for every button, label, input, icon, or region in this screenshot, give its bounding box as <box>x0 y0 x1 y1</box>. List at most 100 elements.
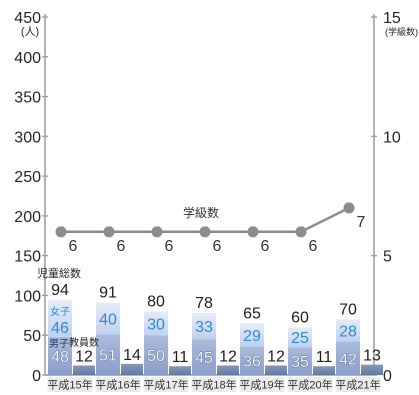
girls-value: 46 <box>51 320 69 337</box>
class-count-value: 6 <box>261 238 270 255</box>
category-label: 平成16年 <box>95 378 140 392</box>
value-labels: 94 46 48 12 91 40 51 14 80 30 50 11 78 33 45 12 65 29 36 12… <box>51 214 381 372</box>
bar-teachers <box>73 365 95 375</box>
category-labels: 平成15年 平成16年 平成17年 平成18年 平成19年 平成20年 平成21年 <box>47 377 381 392</box>
boys-value: 50 <box>147 348 165 365</box>
boys-value: 42 <box>339 351 357 368</box>
bar-girls <box>48 300 72 337</box>
bar-girls <box>96 302 120 335</box>
bar-boys <box>48 336 72 375</box>
bar-girls <box>240 323 264 347</box>
boys-value: 48 <box>51 349 69 366</box>
girls-label: 女子 <box>50 305 70 318</box>
bar-teachers <box>265 365 287 375</box>
total-children-label: 児童総数 <box>37 266 81 280</box>
teachers-value: 12 <box>267 348 285 365</box>
bar-boys <box>336 341 360 375</box>
class-count-point <box>343 202 355 214</box>
category-label-box <box>335 377 381 392</box>
teachers-value: 11 <box>316 349 333 366</box>
total-children-value: 65 <box>243 305 261 322</box>
girls-value: 28 <box>339 323 357 340</box>
bar-teachers <box>169 366 191 375</box>
total-children-value: 91 <box>99 285 117 302</box>
teachers-value: 13 <box>363 348 381 365</box>
left-axis-tick-label: 150 <box>14 249 41 266</box>
category-label-box <box>47 377 93 392</box>
bar-teachers <box>217 365 239 375</box>
total-children-value: 94 <box>51 282 69 299</box>
right-axis-unit: (学級数) <box>385 26 418 37</box>
left-axis-tick-label: 450 <box>14 10 41 27</box>
left-axis-tick-label: 400 <box>14 50 41 67</box>
bar-teachers <box>121 363 143 375</box>
class-count-point <box>247 226 259 238</box>
category-label: 平成15年 <box>47 378 92 392</box>
boys-value: 36 <box>243 354 261 371</box>
category-label: 平成19年 <box>239 378 284 392</box>
category-label: 平成18年 <box>191 378 236 392</box>
girls-value: 30 <box>147 316 165 333</box>
left-axis-unit: (人) <box>21 25 39 38</box>
boys-label: 男子 <box>49 338 69 350</box>
left-axis-tick-label: 200 <box>14 209 41 226</box>
bar-boys <box>288 347 312 375</box>
class-count-series <box>55 202 355 238</box>
class-count-value: 6 <box>165 238 174 255</box>
bar-girls <box>192 312 216 340</box>
class-count-value: 7 <box>357 214 366 231</box>
bar-teachers <box>313 366 335 375</box>
teachers-value: 11 <box>172 349 189 366</box>
bar-girls <box>336 319 360 342</box>
bar-boys <box>192 339 216 375</box>
left-axis-tick-label: 0 <box>32 368 41 385</box>
teachers-value: 12 <box>219 348 237 365</box>
bar-boys <box>96 334 120 375</box>
bar-girls <box>288 327 312 348</box>
girls-value: 29 <box>243 328 261 345</box>
total-children-value: 78 <box>195 295 213 312</box>
right-axis-tick-label: 15 <box>383 10 401 27</box>
class-count-point <box>103 226 115 238</box>
bar-teachers <box>361 364 383 375</box>
teachers-value: 14 <box>123 347 141 364</box>
total-children-value: 60 <box>291 309 309 326</box>
total-children-value: 70 <box>339 301 357 318</box>
category-label-box <box>143 377 189 392</box>
class-count-point <box>295 226 307 238</box>
category-label-box <box>287 377 333 392</box>
right-axis-tick-label: 5 <box>383 249 392 266</box>
bar-girls <box>144 311 168 336</box>
left-axis-tick-label: 50 <box>23 328 41 345</box>
class-count-point <box>55 226 67 238</box>
left-axis-tick-label: 100 <box>14 288 41 305</box>
class-count-label: 学級数 <box>183 205 219 220</box>
category-label: 平成17年 <box>143 378 188 392</box>
category-label-box <box>191 377 237 392</box>
category-label: 平成20年 <box>287 378 332 392</box>
left-axis-tick-label: 250 <box>14 169 41 186</box>
left-axis-tick-label: 300 <box>14 129 41 146</box>
total-children-value: 80 <box>147 293 165 310</box>
class-count-value: 6 <box>69 238 78 255</box>
teachers-label: 教員数 <box>69 336 99 349</box>
bar-boys <box>240 346 264 375</box>
girls-value: 33 <box>195 319 213 336</box>
class-count-point <box>151 226 163 238</box>
bar-boys <box>144 335 168 375</box>
class-count-value: 6 <box>213 238 222 255</box>
left-axis-tick-label: 350 <box>14 90 41 107</box>
teachers-value: 12 <box>75 348 93 365</box>
category-label: 平成21年 <box>335 378 380 392</box>
class-count-value: 6 <box>309 238 318 255</box>
girls-value: 40 <box>99 312 117 329</box>
right-axis-tick-label: 10 <box>383 129 401 146</box>
class-count-point <box>199 226 211 238</box>
girls-value: 25 <box>291 330 309 347</box>
class-count-value: 6 <box>117 238 126 255</box>
boys-value: 45 <box>195 350 213 367</box>
boys-value: 51 <box>99 348 117 365</box>
boys-value: 35 <box>291 354 309 371</box>
category-label-box <box>95 377 141 392</box>
